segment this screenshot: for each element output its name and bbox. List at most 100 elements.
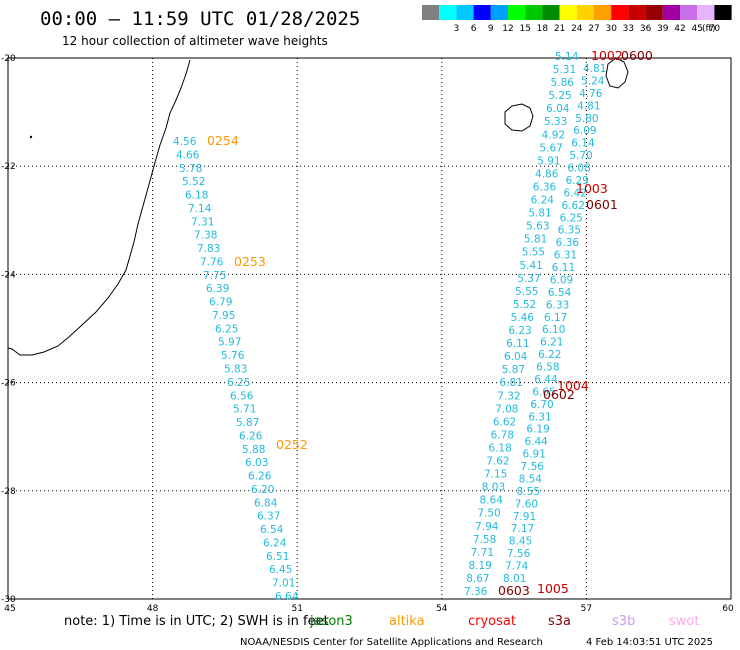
wave-height-value: 6.20 — [251, 484, 274, 496]
colorbar-swatch — [525, 5, 543, 20]
pass-time-label: 0600 — [621, 48, 653, 63]
wave-height-value: 5.46 — [511, 312, 535, 324]
reunion-island — [504, 103, 534, 132]
colorbar-swatch — [508, 5, 526, 20]
wave-height-value: 6.42 — [563, 187, 586, 199]
mauritius-island — [605, 57, 629, 89]
colorbar-label: 30 — [605, 24, 617, 34]
wave-height-value: 6.25 — [215, 323, 238, 335]
axis-tick-labels: 45 48 51 54 57 60 -20 -22 -24 -26 -28 -30 — [1, 54, 734, 614]
satellite-legend-item: altika — [389, 614, 425, 629]
colorbar-label: 6 — [471, 24, 477, 34]
wave-height-value: 7.36 — [464, 586, 488, 598]
pass-time-label: 0254 — [207, 133, 239, 148]
pass-time-label: 1003 — [576, 181, 608, 196]
wave-height-value: 7.08 — [495, 403, 518, 415]
footer-credit: NOAA/NESDIS Center for Satellite Applica… — [240, 637, 543, 648]
wave-height-value: 6.70 — [530, 399, 553, 411]
x-tick-label: 45 — [4, 604, 15, 614]
page-title: 00:00 – 11:59 UTC 01/28/2025 — [40, 8, 360, 30]
colorbar-swatch — [559, 5, 577, 20]
wave-height-value: 5.87 — [236, 417, 259, 429]
wave-height-value: 7.76 — [200, 256, 224, 268]
wave-height-tracks: 4.564.665.785.526.187.147.317.387.837.76… — [173, 51, 606, 603]
wave-height-value: 4.66 — [176, 149, 200, 161]
wave-height-value: 6.22 — [538, 349, 561, 361]
colorbar-label: 42 — [674, 24, 685, 34]
wave-height-value: 7.01 — [272, 578, 295, 590]
y-tick-label: -22 — [1, 162, 16, 172]
wave-height-value: 6.62 — [493, 416, 516, 428]
wave-height-value: 6.18 — [185, 190, 208, 202]
y-tick-label: -26 — [1, 379, 16, 389]
wave-height-value: 6.35 — [558, 225, 581, 237]
wave-height-value: 4.81 — [583, 63, 606, 75]
wave-height-value: 7.38 — [194, 230, 217, 242]
wave-height-value: 6.45 — [269, 564, 292, 576]
pass-time-label: 0603 — [498, 583, 530, 598]
wave-height-value: 5.33 — [544, 116, 567, 128]
colorbar-swatch — [456, 5, 474, 20]
wave-height-value: 6.08 — [567, 163, 590, 175]
satellite-legend-item: s3b — [612, 614, 635, 629]
pass-time-label: 0252 — [276, 437, 308, 452]
colorbar-label: 3 — [454, 24, 460, 34]
wave-height-value: 8.55 — [517, 486, 540, 498]
wave-height-value: 7.14 — [188, 203, 212, 215]
wave-height-value: 5.37 — [517, 273, 540, 285]
satellite-legend-item: s3a — [548, 614, 571, 629]
colorbar-label: 12 — [502, 24, 513, 34]
wave-height-value: 5.52 — [513, 299, 536, 311]
wave-height-value: 5.80 — [575, 113, 598, 125]
colorbar-legend: 3 6 9 12 15 18 21 24 27 30 33 36 39 42 45 70 — [422, 5, 732, 34]
wave-height-value: 7.15 — [484, 469, 507, 481]
wave-height-value: 5.55 — [515, 286, 538, 298]
wave-height-value: 6.36 — [533, 181, 557, 193]
satellite-legend: jason3 altika cryosat s3a s3b swot — [309, 614, 699, 629]
wave-height-value: 6.18 — [488, 442, 511, 454]
wave-height-value: 5.31 — [553, 64, 576, 76]
wave-height-value: 6.04 — [546, 103, 570, 115]
x-tick-label: 57 — [581, 604, 592, 614]
wave-height-value: 8.64 — [480, 495, 504, 507]
page-subtitle: 12 hour collection of altimeter wave hei… — [62, 34, 328, 48]
pass-time-label: 1004 — [557, 378, 589, 393]
wave-height-value: 6.44 — [524, 436, 548, 448]
wave-height-value: 6.11 — [552, 262, 575, 274]
colorbar-swatch — [697, 5, 715, 20]
wave-height-value: 4.76 — [579, 88, 603, 100]
wave-height-value: 6.25 — [560, 212, 583, 224]
wave-height-value: 6.54 — [260, 524, 284, 536]
wave-height-value: 6.09 — [550, 274, 573, 286]
map-grid — [8, 58, 731, 599]
satellite-legend-item: cryosat — [468, 614, 516, 629]
wave-height-value: 6.26 — [248, 471, 272, 483]
wave-height-value: 6.29 — [565, 175, 588, 187]
wave-height-value: 7.91 — [513, 511, 536, 523]
wave-height-value: 7.62 — [486, 456, 509, 468]
footer-timestamp: 4 Feb 14:03:51 UTC 2025 — [586, 637, 713, 648]
colorbar-swatch — [439, 5, 457, 20]
wave-height-value: 7.31 — [191, 216, 214, 228]
wave-height-value: 4.86 — [535, 168, 559, 180]
colorbar-label: 70 — [709, 24, 721, 34]
colorbar-label: 9 — [488, 24, 494, 34]
wave-height-value: 6.54 — [548, 287, 572, 299]
colorbar-swatch — [611, 5, 629, 20]
x-tick-label: 51 — [291, 604, 302, 614]
wave-height-value: 5.78 — [179, 163, 202, 175]
colorbar-swatch — [714, 5, 732, 20]
wave-height-value: 7.32 — [497, 390, 520, 402]
wave-height-value: 6.10 — [542, 324, 565, 336]
wave-height-value: 4.56 — [173, 136, 197, 148]
y-tick-label: -24 — [1, 270, 16, 280]
wave-height-value: 6.26 — [239, 430, 263, 442]
colorbar-swatch — [542, 5, 560, 20]
map-area: 4.564.665.785.526.187.147.317.387.837.76… — [7, 48, 732, 603]
wave-height-value: 6.23 — [508, 325, 531, 337]
wave-height-value: 5.71 — [233, 404, 256, 416]
islet-marker — [29, 135, 33, 139]
wave-height-value: 5.81 — [528, 208, 551, 220]
x-tick-label: 48 — [147, 604, 159, 614]
